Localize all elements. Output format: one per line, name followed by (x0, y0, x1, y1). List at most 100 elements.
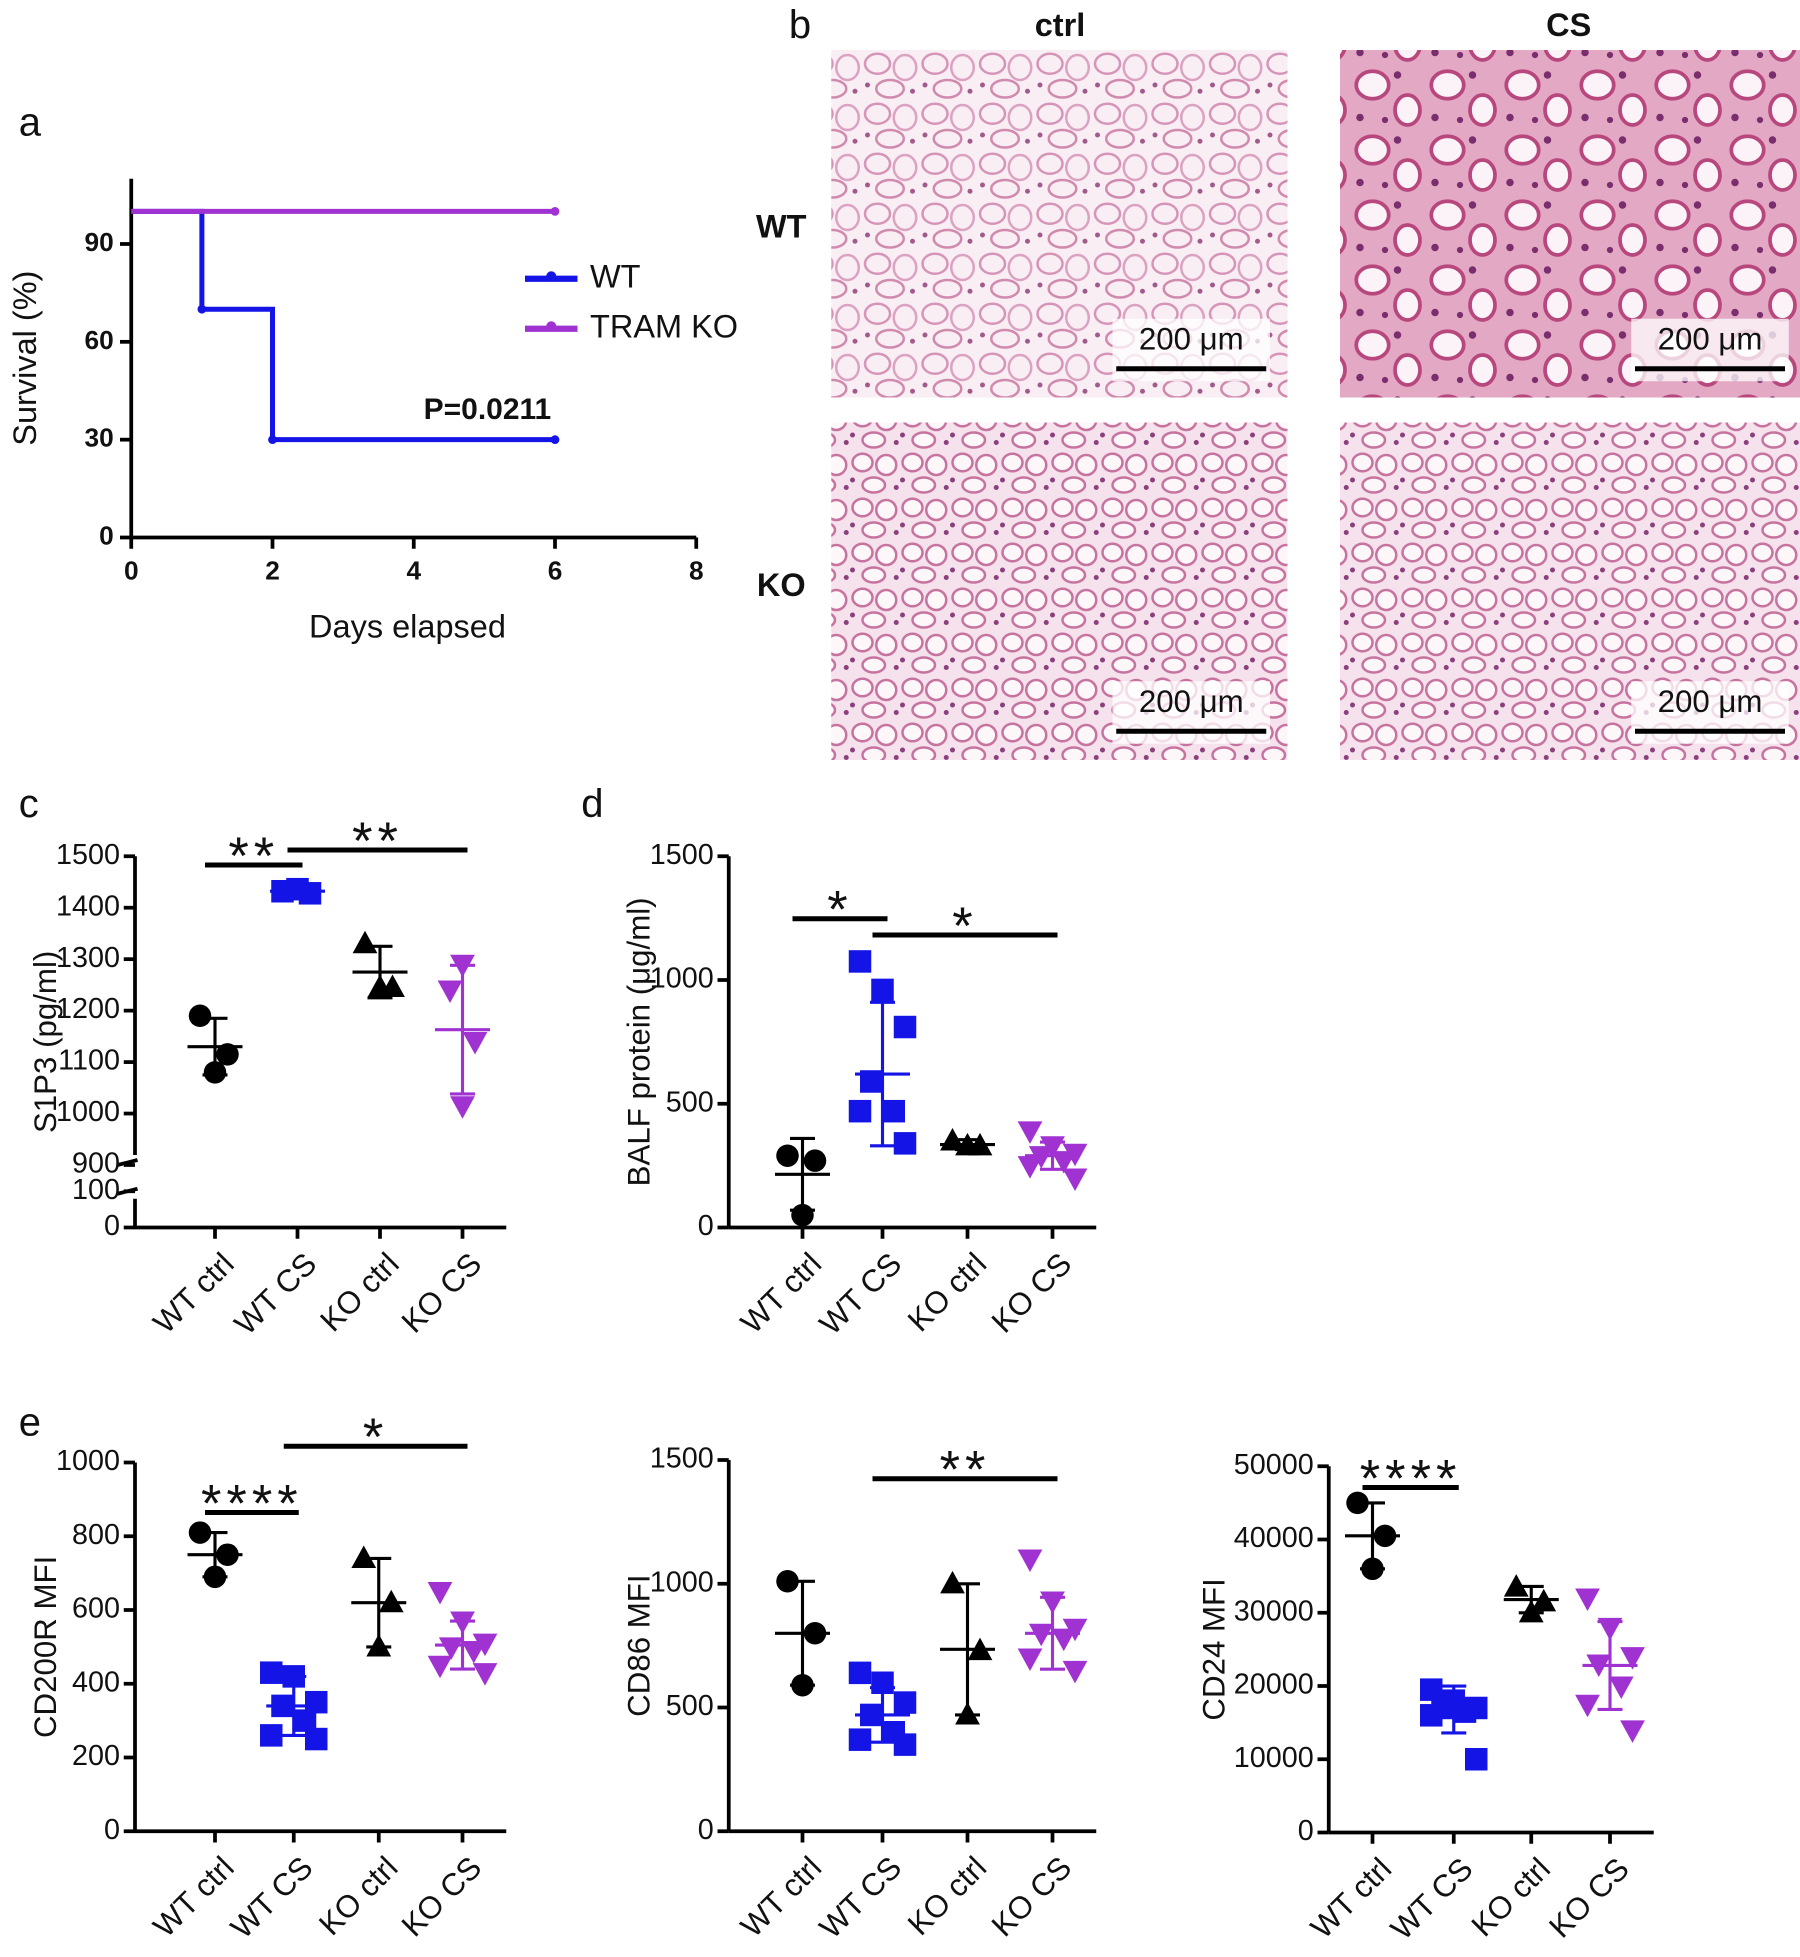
data-point (351, 1545, 377, 1568)
x-tick-label: WT ctrl (1304, 1851, 1398, 1945)
data-point (462, 1031, 488, 1055)
data-point (848, 1728, 872, 1751)
data-point (293, 1709, 317, 1732)
data-point (188, 1521, 212, 1544)
panel-letter: b (789, 3, 811, 47)
y-tick-label: 1200 (56, 993, 120, 1025)
data-point (893, 1132, 917, 1155)
legend-label: WT (590, 258, 641, 294)
y-tick-label: 0 (1298, 1815, 1314, 1847)
significance-label: * (952, 897, 977, 956)
y-tick-label: 0 (104, 1210, 120, 1242)
panel-b: b ctrl CS WT KO 200 μm 200 μm 200 μm 200… (756, 3, 1800, 760)
panel-letter: d (581, 782, 603, 826)
data-point (461, 1641, 487, 1664)
x-tick-label: WT CS (813, 1850, 909, 1946)
y-tick-label: 1000 (56, 1445, 120, 1477)
chart: d 0 500 1000 1500 BALF protein (μg/ml) WT ctrl… (581, 782, 1097, 1342)
y-tick-label: 900 (72, 1148, 120, 1180)
significance-label: **** (1360, 1449, 1462, 1508)
x-tick-label: WT CS (228, 1246, 324, 1342)
data-point (352, 930, 378, 954)
y-tick-label: 90 (85, 227, 114, 257)
y-tick-label: 20000 (1234, 1669, 1314, 1701)
y-axis-label: CD200R MFI (28, 1556, 63, 1738)
legend-marker (546, 321, 557, 332)
x-tick-label: WT ctrl (146, 1850, 240, 1944)
y-tick-label: 60 (85, 325, 114, 355)
y-tick-label: 1400 (56, 890, 120, 922)
y-tick-label: 500 (666, 1690, 714, 1722)
data-point (1453, 1700, 1477, 1723)
data-point (1062, 1168, 1088, 1191)
axis-break (117, 1158, 138, 1167)
legend-label: TRAM KO (590, 308, 738, 344)
data-point (438, 1637, 464, 1660)
panel-letter: e (19, 1401, 41, 1445)
x-axis-label: Days elapsed (309, 608, 506, 644)
x-tick-label: KO ctrl (1465, 1851, 1557, 1943)
scale-label: 200 μm (1139, 684, 1244, 719)
y-tick-label: 400 (72, 1666, 120, 1698)
censor-mark (197, 304, 207, 314)
censor-mark (550, 206, 560, 216)
data-point (803, 1149, 827, 1172)
y-tick-label: 0 (698, 1814, 714, 1846)
data-point (871, 978, 894, 1002)
data-point (882, 1099, 905, 1123)
data-point (427, 1582, 453, 1605)
data-point (437, 980, 463, 1003)
x-tick-label: WT ctrl (146, 1246, 240, 1340)
x-tick-label: WT CS (224, 1850, 320, 1946)
x-tick-label: KO ctrl (312, 1850, 404, 1942)
y-tick-label: 1100 (58, 1045, 120, 1077)
data-point (378, 1589, 404, 1613)
data-point (848, 1099, 872, 1123)
data-point (776, 1144, 799, 1167)
data-point (1017, 1648, 1043, 1671)
y-axis-label: BALF protein (μg/ml) (622, 897, 657, 1186)
data-point (450, 1096, 475, 1119)
data-point (1575, 1588, 1600, 1612)
significance-label: ** (352, 812, 403, 871)
chart: a 0 30 60 90 0 2 4 6 8 Days elapsed Survival (%) WT T… (7, 101, 738, 645)
data-point (1620, 1720, 1645, 1743)
significance-label: **** (201, 1474, 303, 1533)
data-point (848, 1661, 872, 1685)
data-point (216, 1043, 239, 1066)
x-tick-label: WT ctrl (734, 1246, 828, 1340)
significance-label: * (827, 881, 852, 940)
data-point (1017, 1121, 1043, 1144)
x-tick-label: WT CS (813, 1246, 909, 1342)
x-tick-label: WT CS (1384, 1851, 1480, 1947)
data-point (1062, 1660, 1088, 1684)
data-point (1346, 1491, 1369, 1515)
scale-label: 200 μm (1658, 684, 1763, 719)
data-point (1420, 1704, 1443, 1727)
y-axis-label: CD86 MFI (622, 1574, 657, 1716)
data-point (893, 1733, 917, 1756)
data-point (1028, 1623, 1054, 1647)
significance-label: * (363, 1408, 388, 1467)
x-tick-label: KO CS (985, 1850, 1079, 1944)
annotation: P=0.0211 (424, 393, 552, 426)
data-point (260, 1661, 283, 1684)
x-tick-label: KO CS (985, 1246, 1079, 1340)
x-tick-label: 0 (124, 555, 139, 585)
y-tick-label: 50000 (1234, 1449, 1314, 1481)
data-point (1503, 1574, 1529, 1597)
y-axis-label: CD24 MFI (1197, 1578, 1232, 1720)
y-axis-label: Survival (%) (7, 271, 43, 446)
data-point (893, 1691, 917, 1714)
data-point (1620, 1647, 1645, 1670)
data-point (1420, 1678, 1443, 1701)
y-tick-label: 500 (666, 1086, 714, 1118)
data-point (472, 1663, 498, 1686)
significance-label: ** (228, 827, 279, 886)
y-tick-label: 100 (72, 1174, 120, 1206)
column-label: CS (1546, 7, 1591, 43)
x-tick-label: 2 (265, 555, 280, 585)
